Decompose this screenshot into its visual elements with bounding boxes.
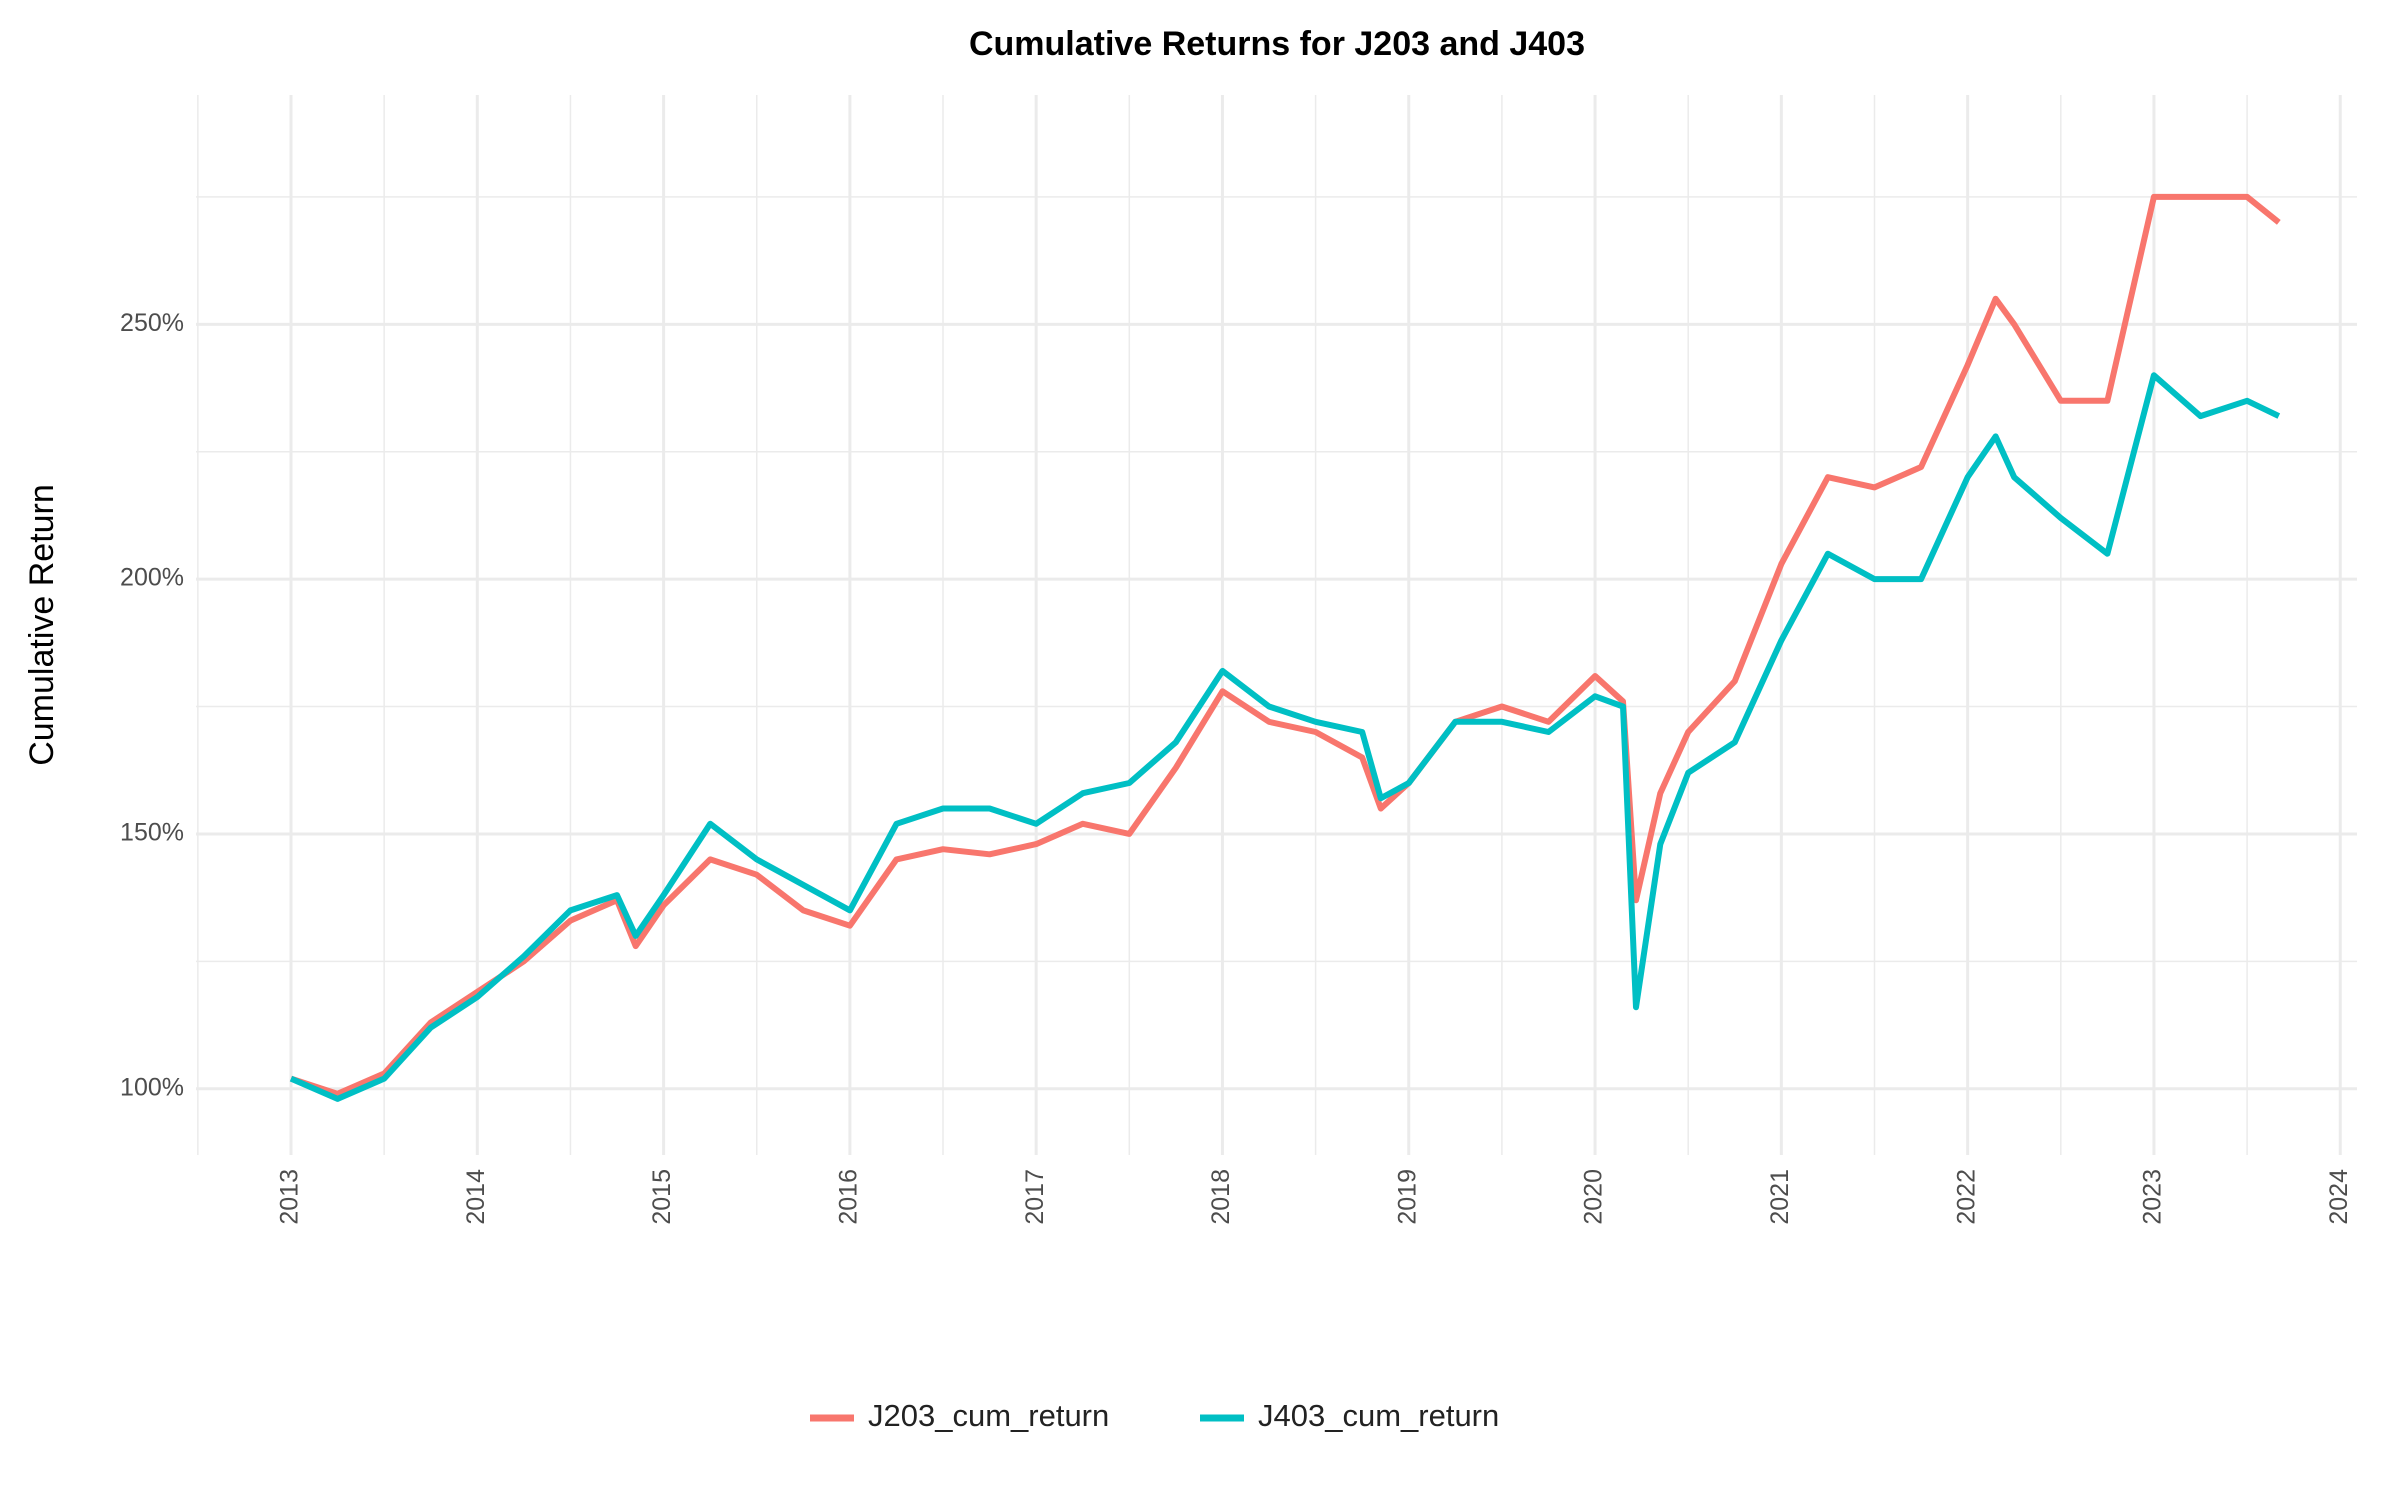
x-tick-label: 2013 [276,1169,304,1225]
y-tick-label: 200% [120,564,184,592]
x-tick-label: 2020 [1580,1169,1608,1225]
x-tick-label: 2024 [2325,1169,2353,1225]
x-tick-label: 2022 [1952,1169,1980,1225]
legend-label: J203_cum_return [868,1398,1109,1433]
y-tick-label: 150% [120,819,184,847]
x-tick-label: 2016 [834,1169,862,1225]
x-tick-label: 2014 [462,1169,490,1225]
legend-label: J403_cum_return [1258,1398,1499,1433]
x-tick-label: 2018 [1207,1169,1235,1225]
chart-title: Cumulative Returns for J203 and J403 [969,25,1585,63]
x-tick-label: 2015 [648,1169,676,1225]
y-tick-label: 100% [120,1073,184,1101]
data-line [289,372,2281,1102]
x-tick-label: 2023 [2139,1169,2167,1225]
data-line [290,193,2281,1097]
x-tick-label: 2019 [1393,1169,1421,1225]
x-tick-label: 2021 [1766,1169,1794,1225]
x-tick-label: 2017 [1021,1169,1049,1225]
y-axis-label: Cumulative Return [23,484,61,766]
y-tick-label: 250% [120,309,184,337]
